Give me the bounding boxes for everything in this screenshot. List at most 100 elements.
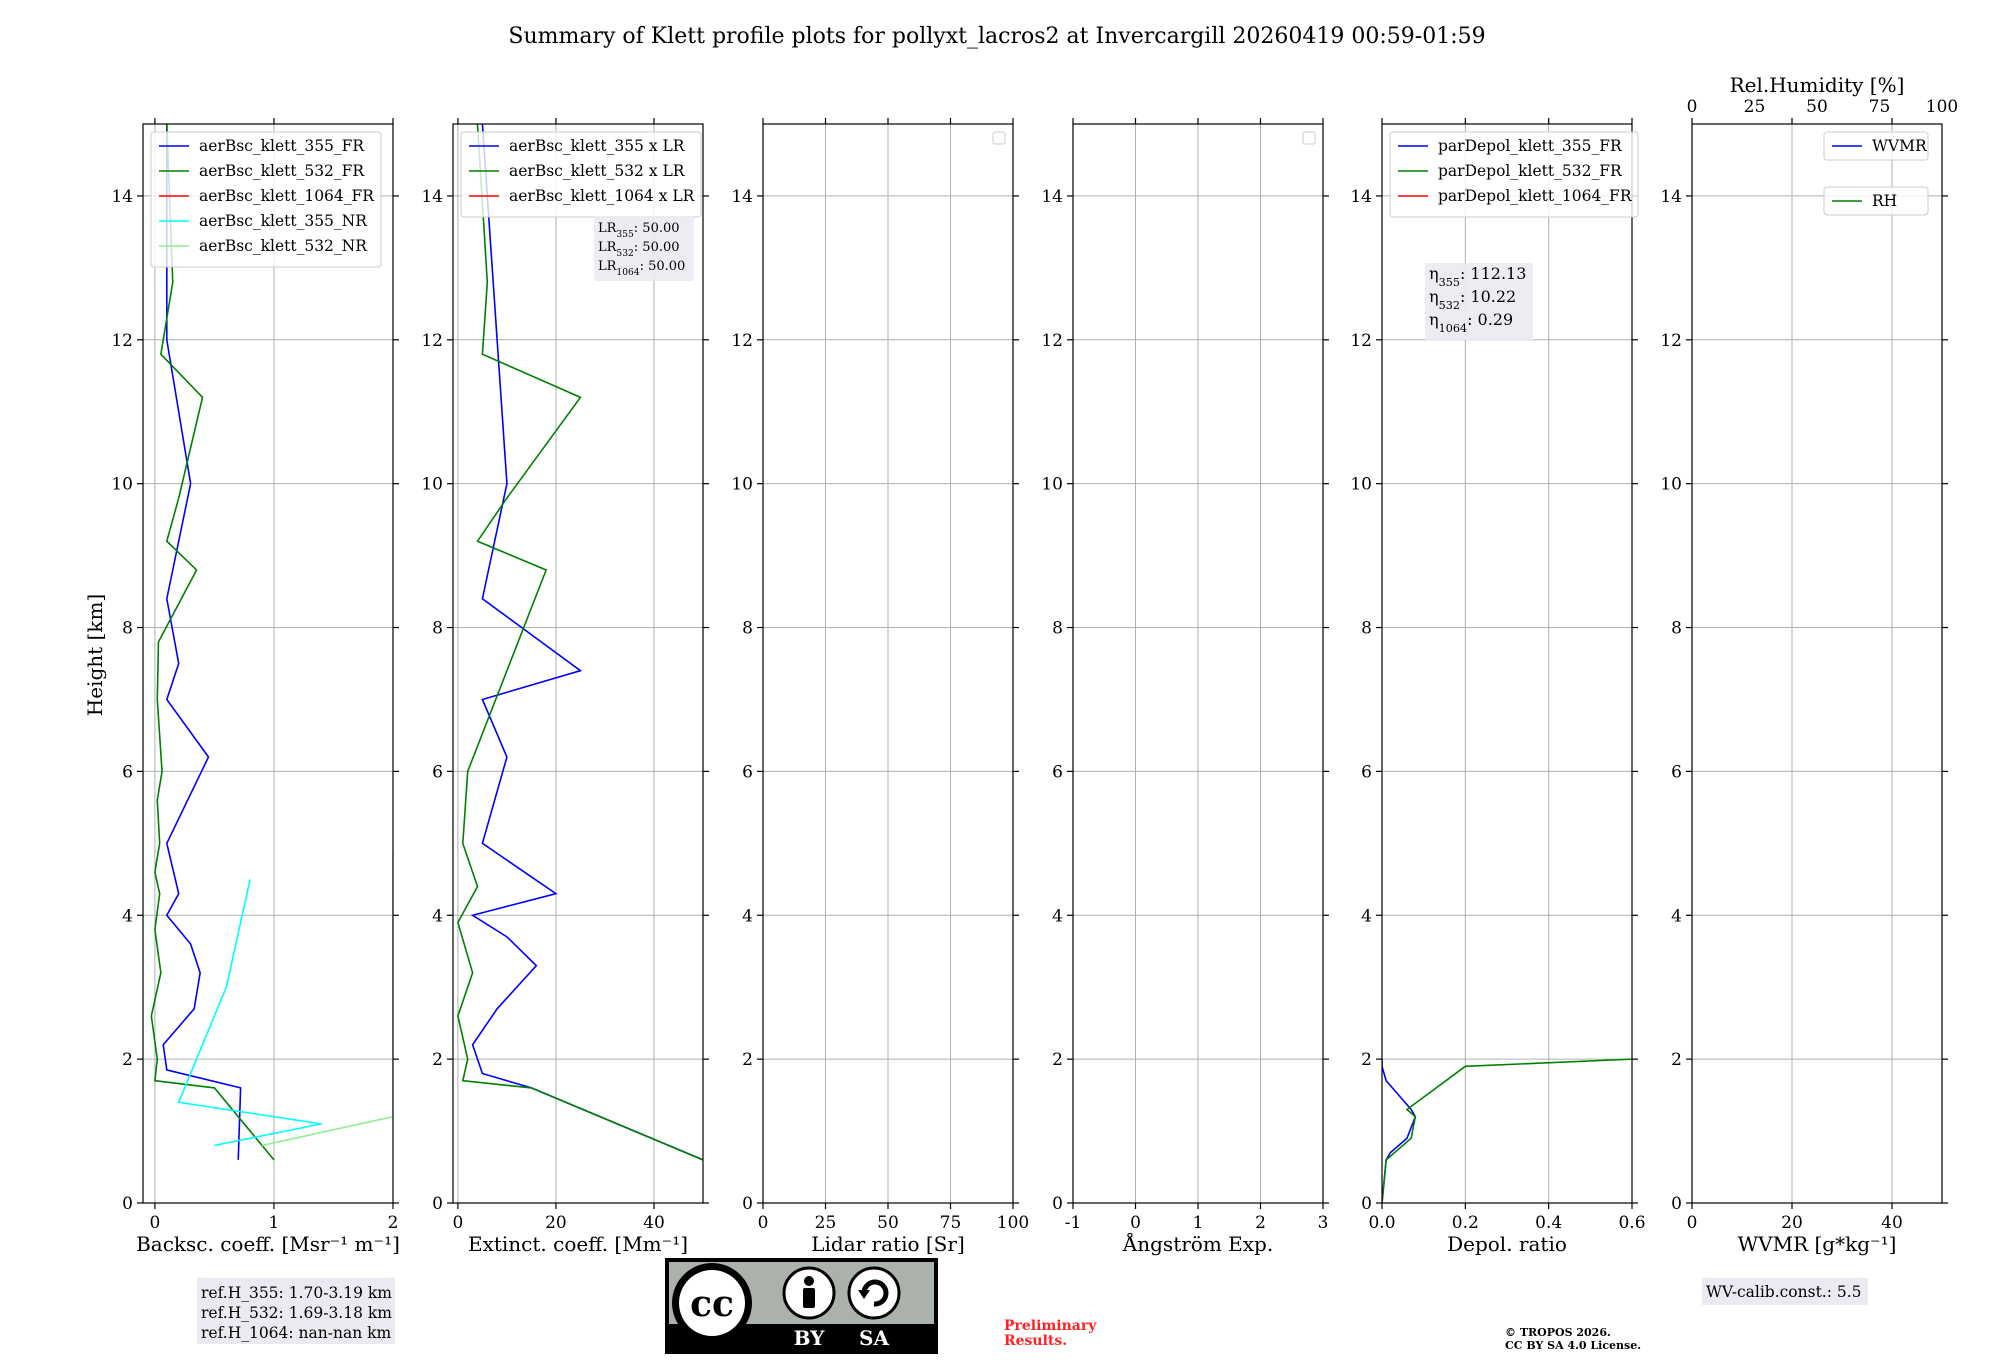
legend-label: parDepol_klett_1064_FR [1438, 187, 1633, 205]
panel-lr: 0 25 50 75 100 0 2 4 6 8 10 12 14 Lidar ratio [Sr] [731, 118, 1029, 1256]
annotation-text: LR532: 50.00 [598, 240, 680, 259]
copyright-line-2: CC BY SA 4.0 License. [1505, 1339, 1641, 1352]
legend-label: WVMR [1872, 137, 1928, 155]
x-tick-label: 0.2 [1452, 1213, 1479, 1233]
series-group-ext [457, 124, 703, 1161]
x-tick-label: 0 [758, 1213, 769, 1233]
x-tick-label: 1 [1193, 1213, 1204, 1233]
y-tick-label: 12 [421, 331, 443, 351]
annotation-text: LR355: 50.00 [598, 221, 680, 240]
series-line [162, 124, 242, 1160]
y-tick-label: 14 [111, 187, 133, 207]
y-tick-label: 2 [742, 1050, 753, 1070]
x-tick-label: 25 [815, 1213, 837, 1233]
y-tick-label: 8 [122, 619, 133, 639]
y-tick-label: 2 [1671, 1050, 1682, 1070]
legend-label: parDepol_klett_355_FR [1438, 137, 1623, 155]
panel-ext: 0 20 40 0 2 4 6 8 10 12 14 Extinct. coeff. [Mm⁻¹] ae… [421, 118, 709, 1256]
y-tick-label: 4 [742, 906, 753, 926]
y-tick-label: 14 [731, 187, 753, 207]
y-tick-label: 14 [1041, 187, 1063, 207]
x-axis-label: Lidar ratio [Sr] [811, 1232, 965, 1256]
top-tick-label: 100 [1926, 97, 1958, 117]
y-tick-label: 2 [122, 1050, 133, 1070]
legend-box [1389, 131, 1639, 218]
cc-license-badge: cc BY SA [665, 1258, 938, 1354]
legend-label: aerBsc_klett_1064 x LR [509, 187, 696, 205]
series-line [150, 124, 275, 1161]
x-tick-label: 0 [1687, 1213, 1698, 1233]
axes-frame [1691, 123, 1943, 1204]
axes-frame [452, 123, 704, 1204]
wv-calib-text: WV-calib.const.: 5.5 [1706, 1283, 1862, 1301]
y-tick-label: 14 [421, 187, 443, 207]
legend-box [150, 131, 382, 268]
x-tick-label: 0.0 [1368, 1213, 1395, 1233]
series-group-dep [1382, 1058, 1632, 1203]
x-axis-label: Backsc. coeff. [Msr⁻¹ m⁻¹] [136, 1232, 400, 1256]
series-line [261, 850, 393, 1147]
y-tick-label: 4 [122, 906, 133, 926]
legend-label: RH [1872, 192, 1897, 210]
legend-box [1823, 131, 1929, 161]
series-line [1382, 1058, 1632, 1203]
y-tick-label: 6 [1361, 762, 1372, 782]
annotation-text: LR1064: 50.00 [598, 259, 685, 278]
y-tick-label: 10 [731, 475, 753, 495]
y-tick-label: 6 [1671, 762, 1682, 782]
y-tick-label: 2 [1361, 1050, 1372, 1070]
y-tick-label: 10 [1660, 475, 1682, 495]
annotation-box [594, 216, 694, 281]
ref-heights-box: ref.H_355: 1.70-3.19 km ref.H_532: 1.69-… [197, 1278, 395, 1344]
legend-label: aerBsc_klett_532_NR [199, 237, 368, 255]
series-line [457, 124, 703, 1161]
y-tick-label: 14 [1350, 187, 1372, 207]
ref-height-1064: ref.H_1064: nan-nan km [201, 1324, 392, 1342]
y-tick-label: 12 [731, 331, 753, 351]
series-line [177, 879, 322, 1147]
empty-legend [1302, 131, 1316, 145]
y-tick-label: 8 [1671, 619, 1682, 639]
x-tick-label: 40 [1881, 1213, 1903, 1233]
by-label: BY [794, 1326, 826, 1350]
legend-label: parDepol_klett_532_FR [1438, 162, 1623, 180]
cc-icon [679, 1270, 745, 1336]
y-tick-label: 2 [1052, 1050, 1063, 1070]
x-tick-label: 100 [997, 1213, 1029, 1233]
y-tick-label: 12 [111, 331, 133, 351]
y-tick-label: 8 [742, 619, 753, 639]
empty-legend [992, 131, 1006, 145]
top-tick-label: 50 [1806, 97, 1828, 117]
x-tick-label: 50 [877, 1213, 899, 1233]
legend-label: aerBsc_klett_355 x LR [509, 137, 686, 155]
x-axis-label: Ångström Exp. [1122, 1231, 1273, 1256]
top-axis-label: Rel.Humidity [%] [1730, 73, 1905, 97]
x-axis-label: WVMR [g*kg⁻¹] [1738, 1232, 1897, 1256]
y-tick-label: 10 [421, 475, 443, 495]
y-tick-label: 0 [1052, 1194, 1063, 1214]
y-tick-label: 12 [1350, 331, 1372, 351]
legend-label: aerBsc_klett_1064_FR [199, 187, 375, 205]
y-tick-label: 0 [1361, 1194, 1372, 1214]
y-tick-label: 8 [1052, 619, 1063, 639]
y-tick-label: 14 [1660, 187, 1682, 207]
x-tick-label: 0 [452, 1213, 463, 1233]
y-tick-label: 4 [432, 906, 443, 926]
y-tick-label: 4 [1671, 906, 1682, 926]
y-tick-label: 10 [111, 475, 133, 495]
x-tick-label: 1 [269, 1213, 280, 1233]
top-tick-label: 0 [1687, 97, 1698, 117]
x-tick-label: 20 [545, 1213, 567, 1233]
y-tick-label: 10 [1350, 475, 1372, 495]
axes-frame [142, 123, 394, 1204]
preliminary-line-2: Results. [1004, 1333, 1067, 1349]
x-tick-label: 2 [1255, 1213, 1266, 1233]
legend-label: aerBsc_klett_532_FR [199, 162, 365, 180]
y-tick-label: 8 [432, 619, 443, 639]
legend-box [1823, 186, 1929, 216]
top-tick-label: 25 [1744, 97, 1766, 117]
sa-label: SA [859, 1326, 889, 1350]
